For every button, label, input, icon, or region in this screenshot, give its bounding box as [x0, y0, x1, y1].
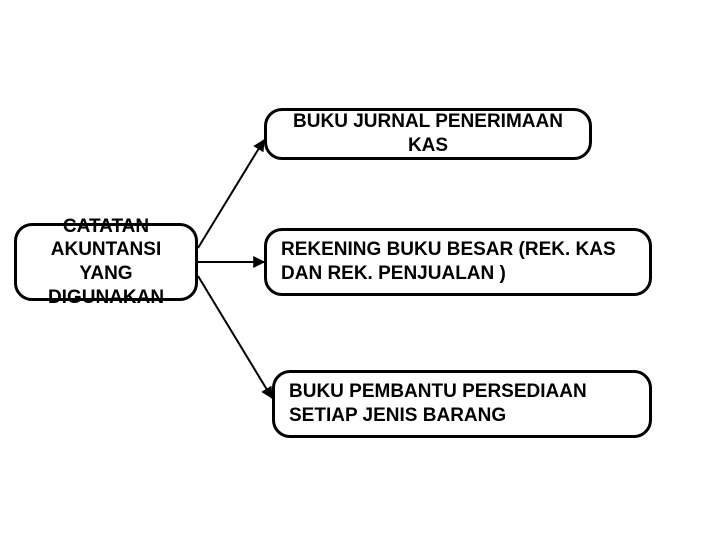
child-node-1: BUKU JURNAL PENERIMAAN KAS: [264, 108, 592, 160]
diagram-canvas: CATATAN AKUNTANSI YANG DIGUNAKAN BUKU JU…: [0, 0, 720, 540]
root-node: CATATAN AKUNTANSI YANG DIGUNAKAN: [14, 223, 198, 301]
child-node-3: BUKU PEMBANTU PERSEDIAAN SETIAP JENIS BA…: [272, 370, 652, 438]
child-node-1-label: BUKU JURNAL PENERIMAAN KAS: [281, 110, 575, 158]
child-node-2: REKENING BUKU BESAR (REK. KAS DAN REK. P…: [264, 228, 652, 296]
root-node-label: CATATAN AKUNTANSI YANG DIGUNAKAN: [31, 215, 181, 310]
child-node-2-label: REKENING BUKU BESAR (REK. KAS DAN REK. P…: [281, 238, 635, 286]
edge-root-n1: [198, 140, 264, 248]
edge-root-n3: [198, 276, 272, 398]
child-node-3-label: BUKU PEMBANTU PERSEDIAAN SETIAP JENIS BA…: [289, 380, 635, 428]
